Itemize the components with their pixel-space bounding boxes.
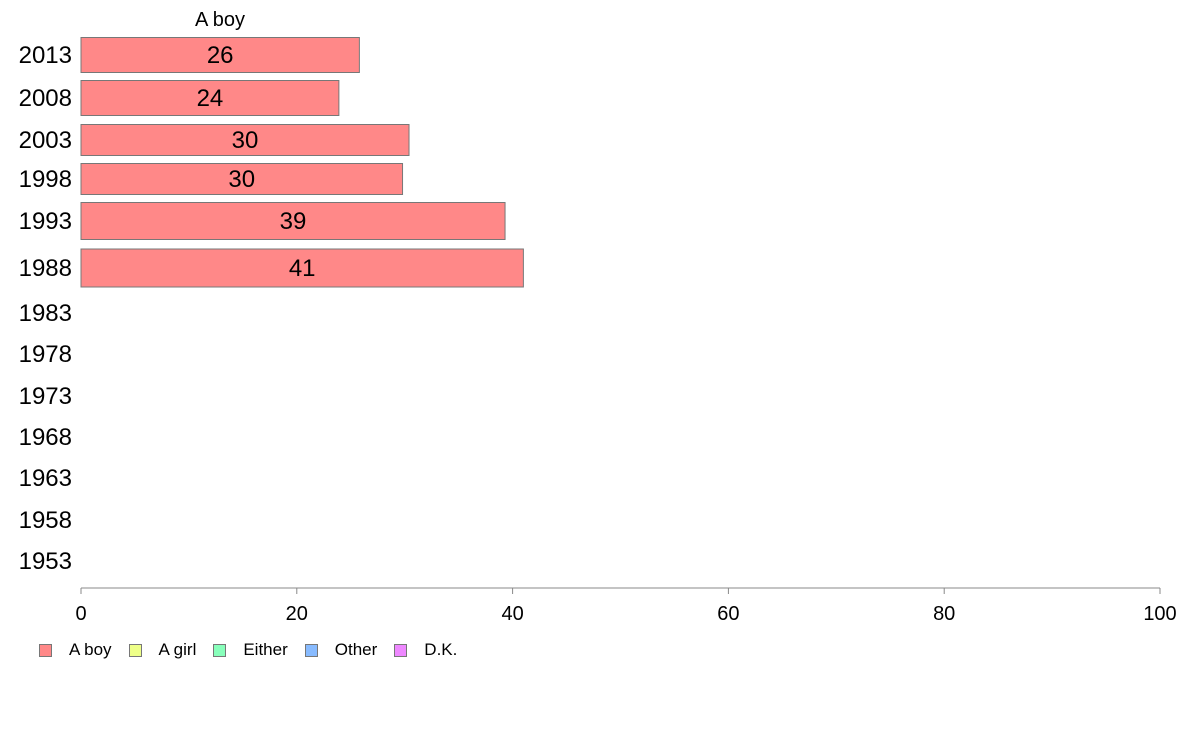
legend-swatch <box>213 643 227 657</box>
bar <box>80 124 410 156</box>
bar <box>80 163 404 195</box>
year-label: 2003 <box>19 127 72 154</box>
legend-item: D.K. <box>394 640 457 660</box>
legend-swatch <box>128 643 142 657</box>
bar <box>80 80 340 116</box>
legend: A boy A girl Either Other D.K. <box>39 640 474 660</box>
x-tick-label: 100 <box>1143 603 1176 625</box>
x-tick-label: 0 <box>75 603 86 625</box>
year-labels-group: 2013 2008 2003 1998 1993 1988 1983 1978 1973 1968… <box>19 42 72 575</box>
bars-group: 26 24 30 30 39 41 <box>80 37 524 288</box>
bar <box>80 37 360 73</box>
data-label: 26 <box>207 42 234 69</box>
x-axis: 0 20 40 60 80 100 <box>75 587 1177 625</box>
legend-label: A boy <box>69 640 112 659</box>
bar <box>80 248 524 288</box>
legend-item: A boy <box>39 640 112 660</box>
legend-label: Other <box>334 640 378 659</box>
year-label: 1983 <box>19 300 72 327</box>
legend-item: Either <box>213 640 288 660</box>
series-label: A boy <box>195 9 245 31</box>
year-label: 1993 <box>19 208 72 235</box>
year-label: 1978 <box>19 341 72 368</box>
data-label: 41 <box>289 255 316 282</box>
legend-label: Either <box>243 640 288 659</box>
year-label: 1953 <box>19 548 72 575</box>
year-label: 1998 <box>19 166 72 193</box>
year-label: 2008 <box>19 85 72 112</box>
legend-swatch <box>394 643 408 657</box>
legend-item: Other <box>304 640 378 660</box>
x-tick-label: 20 <box>286 603 308 625</box>
year-label: 1963 <box>19 465 72 492</box>
year-label: 1988 <box>19 255 72 282</box>
x-tick-label: 60 <box>717 603 739 625</box>
year-label: 1973 <box>19 383 72 410</box>
year-label: 1958 <box>19 507 72 534</box>
data-label: 24 <box>197 85 224 112</box>
year-label: 1968 <box>19 424 72 451</box>
bar <box>80 202 506 240</box>
year-label: 2013 <box>19 42 72 69</box>
x-tick-label: 40 <box>501 603 523 625</box>
data-label: 39 <box>280 208 307 235</box>
data-label: 30 <box>228 166 255 193</box>
legend-item: A girl <box>128 640 197 660</box>
legend-label: D.K. <box>424 640 458 659</box>
data-label: 30 <box>232 127 259 154</box>
x-tick-label: 80 <box>933 603 955 625</box>
legend-label: A girl <box>158 640 197 659</box>
legend-swatch <box>39 643 52 657</box>
legend-swatch <box>304 643 318 657</box>
